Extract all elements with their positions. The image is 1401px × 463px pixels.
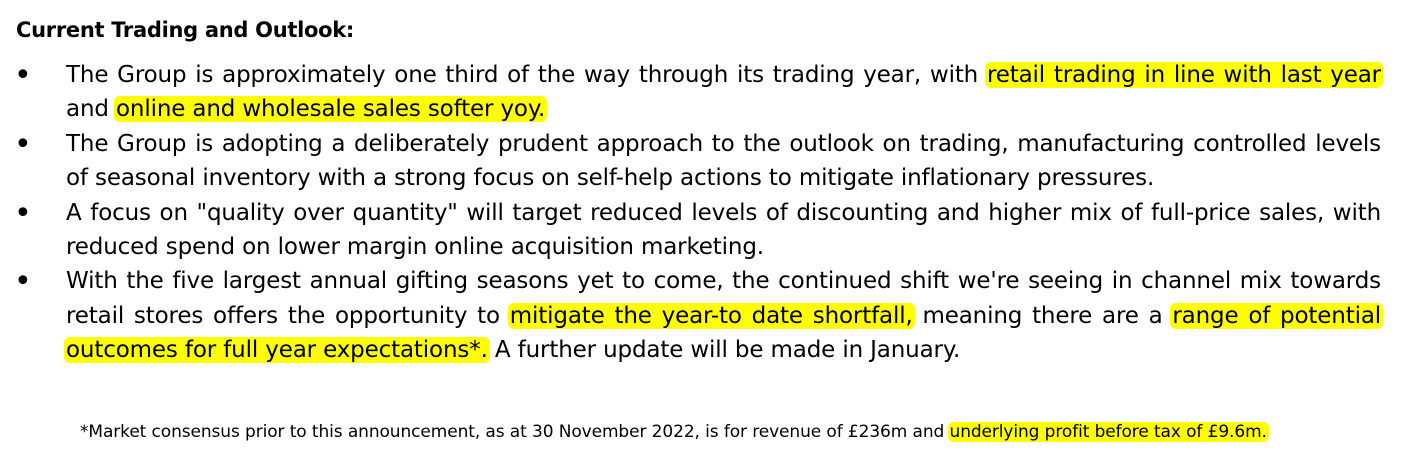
highlighted-text: retail trading in line with last year [984, 62, 1383, 88]
highlighted-text: mitigate the year-to date shortfall, [507, 302, 915, 329]
text-segment: The Group is approximately one third of … [66, 62, 987, 88]
section-heading: Current Trading and Outlook: [16, 18, 355, 42]
bullet-dot-icon: • [14, 126, 32, 162]
footnote: *Market consensus prior to this announce… [80, 422, 1269, 442]
footnote-text: *Market consensus prior to this announce… [80, 422, 950, 442]
bullet-text: With the five largest annual gifting sea… [64, 268, 1384, 364]
bullet-text: The Group is adopting a deliberately pru… [66, 131, 1381, 191]
bullet-text: A focus on "quality over quantity" will … [66, 200, 1381, 260]
text-segment: A further update will be made in January… [487, 337, 961, 364]
bullet-item: • The Group is approximately one third o… [0, 58, 1383, 127]
text-segment: A focus on "quality over quantity" will … [66, 199, 1381, 261]
bullet-dot-icon: • [14, 264, 32, 300]
bullet-item: • A focus on "quality over quantity" wil… [0, 196, 1381, 265]
bullet-text: The Group is approximately one third of … [66, 62, 1383, 123]
highlighted-text: underlying profit before tax of £9.6m. [947, 422, 1269, 442]
bullet-item: • The Group is adopting a deliberately p… [0, 127, 1381, 196]
bullet-item: • With the five largest annual gifting s… [0, 264, 1384, 367]
text-segment: With the five largest annual gifting sea… [66, 268, 1381, 329]
text-segment: The Group is adopting a deliberately pru… [66, 130, 1381, 192]
highlighted-text: online and wholesale sales softer yoy. [113, 96, 548, 123]
text-segment: and [66, 96, 116, 123]
bullet-dot-icon: • [14, 195, 32, 231]
bullet-list: • The Group is approximately one third o… [0, 58, 1401, 368]
bullet-dot-icon: • [14, 58, 32, 93]
text-segment: meaning there are a [912, 302, 1173, 329]
